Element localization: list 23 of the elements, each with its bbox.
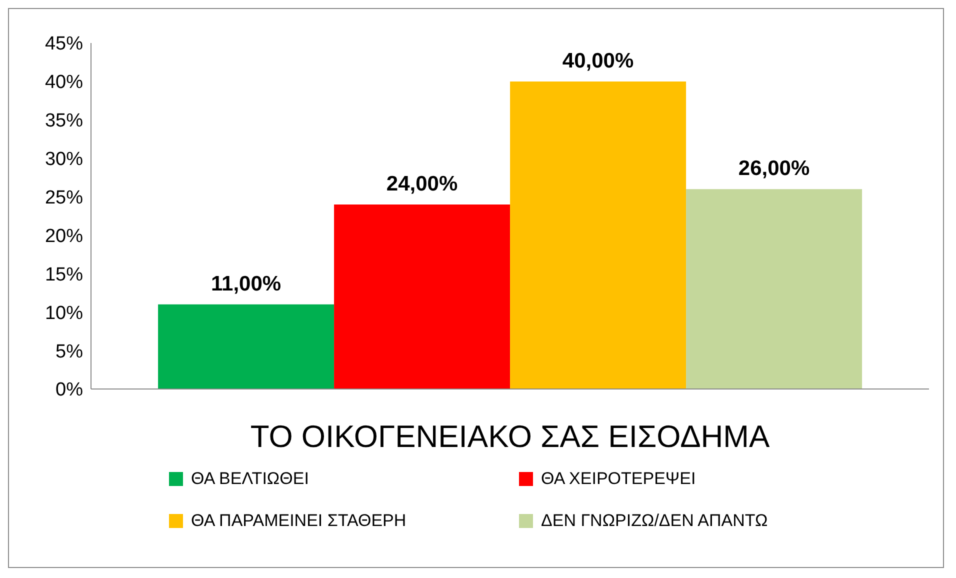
legend-label: ΔΕΝ ΓΝΩΡΙΖΩ/ΔΕΝ ΑΠΑΝΤΩ: [541, 511, 768, 531]
legend-label: ΘΑ ΒΕΛΤΙΩΘΕΙ: [191, 469, 309, 489]
y-tick-label: 0%: [56, 380, 84, 401]
data-label: 24,00%: [386, 172, 458, 196]
y-tick-label: 35%: [44, 110, 84, 132]
legend-label: ΘΑ ΠΑΡΑΜΕΙΝΕΙ ΣΤΑΘΕΡΗ: [191, 511, 406, 531]
y-tick-label: 15%: [44, 264, 84, 286]
y-tick-label: 40%: [44, 72, 84, 94]
bar: [686, 189, 862, 389]
legend-label: ΘΑ ΧΕΙΡΟΤΕΡΕΨΕΙ: [541, 469, 696, 489]
y-tick-label: 5%: [56, 341, 84, 362]
y-tick-label: 45%: [44, 34, 84, 55]
y-tick-label: 30%: [44, 149, 84, 170]
data-label: 11,00%: [211, 272, 282, 296]
data-label: 26,00%: [738, 157, 810, 180]
data-label: 40,00%: [562, 49, 634, 72]
bar: [510, 81, 686, 389]
bar: [158, 304, 334, 389]
bar: [334, 204, 510, 389]
x-tick-label: ΤΟ ΟΙΚΟΓΕΝΕΙΑΚΟ ΣΑΣ ΕΙΣΟΔΗΜΑ: [250, 419, 770, 454]
y-tick-label: 20%: [44, 226, 84, 247]
y-tick-label: 25%: [44, 188, 84, 209]
y-tick-label: 10%: [44, 302, 84, 324]
